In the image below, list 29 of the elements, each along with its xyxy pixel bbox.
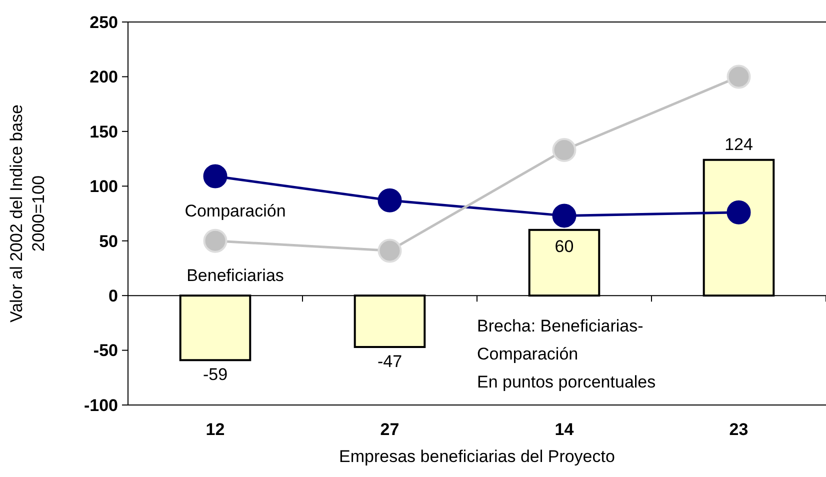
- point: [552, 204, 576, 228]
- x-tick-label: 27: [380, 420, 400, 439]
- point: [378, 238, 402, 263]
- y-tick-label: 250: [90, 12, 118, 32]
- x-tick-label: 14: [554, 420, 574, 439]
- x-axis-title: Empresas beneficiarias del Proyecto: [339, 447, 615, 466]
- y-tick-label: -100: [84, 396, 118, 415]
- point: [203, 164, 228, 188]
- x-tick-label: 23: [729, 420, 748, 439]
- y-tick-label: 150: [90, 122, 118, 142]
- point: [203, 228, 228, 253]
- series-label: Beneficiarias: [186, 266, 284, 285]
- data-label: 124: [724, 134, 753, 154]
- data-label: 60: [554, 236, 574, 256]
- y-tick-label: 200: [90, 68, 118, 87]
- y-tick-label: -50: [93, 341, 118, 360]
- y-tick-label: 100: [90, 177, 118, 196]
- series-label: Comparación: [184, 201, 286, 220]
- point: [726, 200, 751, 224]
- point: [552, 138, 576, 162]
- point: [726, 64, 751, 89]
- y-tick-label: 50: [99, 232, 118, 251]
- data-label: -47: [377, 352, 402, 372]
- x-tick-label: 12: [206, 420, 225, 439]
- data-label: -59: [202, 365, 228, 384]
- annotation: Brecha: Beneficiarias- Comparación En puntos porcentuales: [477, 316, 656, 392]
- y-axis-title: Valor al 2002 del Indice base 2000=100: [7, 104, 48, 323]
- y-tick-label: 0: [108, 286, 118, 306]
- point: [378, 188, 402, 212]
